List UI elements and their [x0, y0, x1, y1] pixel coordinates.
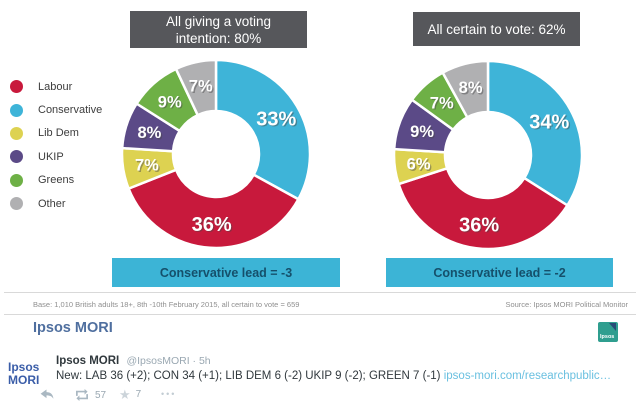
source-footnote: Source: Ipsos MORI Political Monitor	[505, 300, 628, 309]
labour-color-dot	[10, 80, 23, 94]
legend-item-labour: Labour	[10, 75, 102, 98]
donut-value-label: 36%	[460, 216, 500, 238]
donut-segment-conservative	[214, 58, 312, 201]
avatar-text-line2: MORI	[8, 372, 40, 387]
legend-label: Conservative	[38, 104, 103, 117]
donut-chart-voting-intention: 33%33%36%36%7%7%8%8%9%9%7%7%	[120, 58, 312, 250]
donut-value-label: 9%	[411, 124, 435, 142]
donut-value-label: 8%	[459, 79, 483, 97]
legend-label: Greens	[38, 174, 75, 187]
donut-segment-conservative	[486, 59, 584, 207]
tweet-avatar[interactable]: Ipsos MORI	[8, 361, 54, 386]
donut-value-label: 9%	[159, 95, 183, 113]
donut-value-label: 9%	[158, 93, 182, 111]
ellipsis-icon: •••	[161, 389, 177, 399]
donut-value-label: 9%	[410, 123, 434, 141]
donut-value-label: 6%	[407, 156, 431, 174]
chart2-title-box: All certain to vote: 62%	[413, 12, 580, 46]
retweet-count: 57	[95, 389, 107, 401]
donut-value-label: 7%	[430, 94, 454, 112]
chart2-title-line1: All certain to vote: 62%	[427, 21, 566, 37]
tweet-handle-and-time[interactable]: @IpsosMORI · 5h	[126, 355, 211, 367]
donut-value-label: 33%	[258, 110, 298, 132]
legend-item-libdem: Lib Dem	[10, 122, 102, 145]
donut-value-label: 33%	[256, 108, 296, 130]
donut-segment-labour	[127, 168, 300, 250]
libdem-color-dot	[10, 126, 23, 140]
reply-icon	[40, 389, 54, 399]
donut-value-label: 7%	[135, 157, 159, 175]
donut-value-label: 8%	[460, 80, 484, 98]
greens-color-dot	[10, 173, 23, 187]
chart2-lead-bar: Conservative lead = -2	[386, 258, 613, 287]
legend-label: Labour	[38, 80, 73, 93]
legend-item-greens: Greens	[10, 169, 102, 192]
tweet-body: New: LAB 36 (+2); CON 34 (+1); LIB DEM 6…	[56, 369, 634, 383]
donut-value-label: 8%	[137, 124, 161, 142]
donut-value-label: 7%	[189, 78, 213, 96]
retweet-icon	[76, 389, 88, 401]
donut-value-label: 7%	[190, 79, 214, 97]
donut-segment-other	[174, 58, 218, 117]
conservative-color-dot	[10, 103, 23, 117]
donut-value-label: 34%	[531, 113, 571, 135]
avatar-text-line1: Ipsos	[8, 360, 40, 374]
chart1-title-box: All giving a voting intention: 80%	[130, 11, 307, 48]
chart1-lead-label: Conservative lead = -3	[159, 265, 293, 280]
donut-value-label: 7%	[136, 158, 160, 176]
favorite-count: 7	[135, 389, 142, 400]
tweet-header: Ipsos MORI @IpsosMORI · 5h	[56, 355, 211, 367]
donut-value-label: 36%	[459, 214, 499, 236]
chart1-lead-bar: Conservative lead = -3	[112, 258, 340, 287]
donut-segment-other	[441, 59, 490, 119]
article-caption-title: Ipsos MORI	[33, 320, 113, 336]
star-icon: ★	[119, 386, 131, 402]
chart-legend: Labour Conservative Lib Dem UKIP Greens …	[10, 75, 102, 215]
donut-chart-certain-to-vote: 34%34%36%36%6%6%9%9%7%7%8%8%	[392, 59, 584, 251]
legend-label: Other	[38, 197, 66, 210]
ipsos-logo-text: Ipsos	[600, 334, 615, 340]
donut-value-label: 7%	[431, 96, 455, 114]
tweet-text: New: LAB 36 (+2); CON 34 (+1); LIB DEM 6…	[56, 370, 444, 382]
other-color-dot	[10, 197, 23, 211]
chart1-title-line2: intention: 80%	[175, 30, 262, 46]
donut-value-label: 34%	[529, 111, 569, 133]
ukip-color-dot	[10, 150, 23, 164]
favorite-button[interactable]: ★ 7	[119, 386, 142, 402]
divider-line-bottom	[4, 314, 636, 315]
chart1-title-line1: All giving a voting	[165, 13, 272, 29]
more-button[interactable]: •••	[161, 389, 176, 399]
reply-button[interactable]	[40, 389, 54, 401]
ipsos-logo: Ipsos	[598, 322, 618, 342]
donut-value-label: 36%	[193, 215, 233, 237]
base-footnote: Base: 1,010 British adults 18+, 8th -10t…	[33, 300, 300, 309]
tweet-link[interactable]: ipsos-mori.com/researchpublic…	[443, 370, 612, 382]
chart2-lead-label: Conservative lead = -2	[433, 265, 566, 280]
donut-segment-labour	[397, 167, 569, 251]
donut-value-label: 6%	[408, 157, 432, 175]
legend-item-ukip: UKIP	[10, 145, 102, 168]
legend-item-other: Other	[10, 192, 102, 215]
legend-label: UKIP	[38, 150, 64, 163]
divider-line-top	[4, 292, 636, 293]
donut-value-label: 8%	[139, 125, 163, 143]
legend-label: Lib Dem	[38, 127, 79, 140]
retweet-button[interactable]: 57	[74, 389, 106, 401]
ipsos-logo-mark-icon	[609, 323, 616, 331]
legend-item-conservative: Conservative	[10, 98, 102, 121]
donut-value-label: 36%	[192, 214, 232, 236]
tweet-author-name[interactable]: Ipsos MORI	[56, 355, 120, 367]
